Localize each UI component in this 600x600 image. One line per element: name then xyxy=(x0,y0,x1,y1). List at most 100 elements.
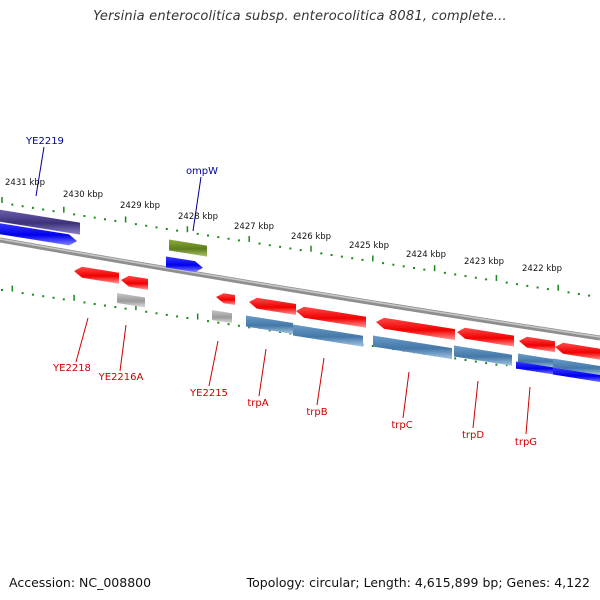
upper-minor-tick xyxy=(546,288,549,291)
steel-feature-5 xyxy=(518,353,553,369)
scale-label: 2426 kbp xyxy=(291,232,331,242)
upper-minor-tick xyxy=(11,203,14,206)
lower-minor-tick xyxy=(464,358,467,361)
gene-trpA-feature xyxy=(249,297,296,316)
upper-minor-tick xyxy=(268,244,271,247)
upper-minor-tick xyxy=(351,257,354,260)
upper-minor-tick xyxy=(423,268,426,271)
label-leader-line xyxy=(208,340,219,387)
lower-major-tick xyxy=(73,294,75,301)
gene-trpG-feature xyxy=(519,336,555,353)
lower-minor-tick xyxy=(104,304,106,307)
upper-minor-tick xyxy=(289,247,292,250)
upper-minor-tick xyxy=(361,258,364,261)
upper-major-tick xyxy=(433,265,436,272)
scale-label: 2428 kbp xyxy=(178,212,218,222)
lower-minor-tick xyxy=(248,326,251,329)
gene-features xyxy=(0,209,600,383)
upper-minor-tick xyxy=(217,236,220,239)
gene-trpD-feature xyxy=(457,327,514,347)
upper-major-tick xyxy=(310,245,312,252)
lower-minor-tick xyxy=(93,302,96,305)
scale-label: 2425 kbp xyxy=(349,241,389,251)
gene-label-trpg: trpG xyxy=(515,437,537,448)
gene-label-ye2215: YE2215 xyxy=(189,388,228,399)
gene-label-trpc: trpC xyxy=(391,420,412,431)
upper-major-tick xyxy=(1,197,3,203)
lower-minor-tick xyxy=(474,360,477,363)
upper-minor-tick xyxy=(464,275,467,278)
gene-label-trpd: trpD xyxy=(462,430,484,441)
label-leader-line xyxy=(119,324,127,372)
chromosome-backbone-highlight xyxy=(0,238,600,338)
upper-minor-tick xyxy=(207,234,209,237)
lower-minor-tick xyxy=(186,316,189,319)
upper-minor-tick xyxy=(114,219,117,222)
label-leader-line xyxy=(316,357,325,406)
upper-minor-tick xyxy=(443,271,446,274)
upper-major-tick xyxy=(248,235,250,242)
gene-ompW-cds-feature xyxy=(166,256,203,273)
lower-minor-tick xyxy=(21,292,24,295)
scale-label: 2423 kbp xyxy=(464,257,504,267)
upper-minor-tick xyxy=(485,278,488,281)
label-leader-line xyxy=(525,386,531,435)
upper-minor-tick xyxy=(258,242,261,245)
upper-minor-tick xyxy=(299,249,302,252)
gene-YE2218-feature xyxy=(74,266,119,284)
upper-minor-tick xyxy=(505,281,508,284)
upper-minor-tick xyxy=(52,210,55,213)
upper-minor-tick xyxy=(42,208,45,211)
gene-YE2216A-feature xyxy=(121,275,148,290)
gene-label-trpb: trpB xyxy=(306,407,327,418)
upper-minor-tick xyxy=(227,237,230,240)
accession-label: Accession: NC_008800 xyxy=(9,575,152,590)
blue-feature-lower-2 xyxy=(553,367,600,383)
upper-minor-tick xyxy=(340,255,343,258)
topology-summary: Topology: circular; Length: 4,615,899 bp… xyxy=(246,575,590,590)
gene-label-ye2216a: YE2216A xyxy=(98,372,144,383)
upper-major-tick xyxy=(372,255,374,262)
lower-minor-tick xyxy=(62,298,65,301)
upper-minor-tick xyxy=(104,218,106,221)
upper-minor-tick xyxy=(134,223,137,226)
lower-minor-tick xyxy=(495,363,498,366)
upper-minor-tick xyxy=(83,214,86,217)
upper-minor-tick xyxy=(93,216,96,219)
upper-minor-tick xyxy=(176,229,179,232)
label-leader-line xyxy=(192,176,202,232)
chromosome-backbone xyxy=(0,237,600,341)
blue-feature-lower xyxy=(516,361,553,375)
gene-YE2216A-gray-feature xyxy=(117,293,145,308)
gene-label-ye2219: YE2219 xyxy=(25,136,64,147)
upper-minor-tick xyxy=(577,292,580,295)
scale-label: 2429 kbp xyxy=(120,201,160,211)
lower-minor-tick xyxy=(1,289,3,291)
scale-label: 2431 kbp xyxy=(5,178,45,188)
lower-minor-tick xyxy=(31,293,34,296)
lower-minor-tick xyxy=(217,321,220,324)
upper-minor-tick xyxy=(402,265,405,268)
steel-feature-6 xyxy=(553,358,600,376)
upper-major-tick xyxy=(557,284,559,291)
gene-YE2215-gray-feature xyxy=(212,310,232,324)
lower-minor-tick xyxy=(371,344,374,347)
scale-label: 2424 kbp xyxy=(406,250,446,260)
lower-minor-tick xyxy=(485,362,488,365)
lower-minor-tick xyxy=(454,357,457,360)
label-leader-line xyxy=(402,371,410,419)
lower-major-tick xyxy=(196,313,199,320)
upper-minor-tick xyxy=(382,262,385,265)
upper-major-tick xyxy=(63,206,65,213)
upper-minor-tick xyxy=(567,291,570,294)
gene-trpE-feature xyxy=(555,342,600,360)
gene-trpB-feature xyxy=(296,306,366,328)
gene-ompW-feature xyxy=(169,239,207,257)
upper-minor-tick xyxy=(31,206,34,209)
upper-minor-tick xyxy=(279,245,282,248)
scale-ticks-upper xyxy=(1,197,591,297)
gene-label-ye2218: YE2218 xyxy=(52,363,91,374)
upper-minor-tick xyxy=(516,283,518,286)
upper-minor-tick xyxy=(320,252,323,255)
